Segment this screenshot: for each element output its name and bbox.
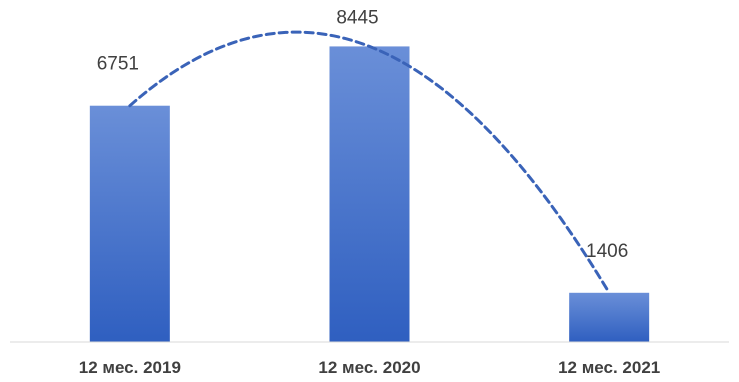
bars-group — [89, 46, 650, 343]
data-label: 1406 — [586, 241, 628, 262]
data-label: 8445 — [336, 7, 378, 28]
bar — [329, 46, 410, 343]
x-tick-label: 12 мес. 2020 — [318, 358, 420, 377]
trendline — [128, 30, 611, 295]
labels-group: 6751 12 мес. 2019 8445 12 мес. 2020 1406 12 м… — [79, 7, 661, 377]
x-tick-label: 12 мес. 2019 — [79, 358, 181, 377]
data-label: 6751 — [97, 54, 139, 75]
x-tick-label: 12 мес. 2021 — [558, 358, 660, 377]
bar — [89, 105, 170, 342]
bar — [569, 292, 650, 342]
